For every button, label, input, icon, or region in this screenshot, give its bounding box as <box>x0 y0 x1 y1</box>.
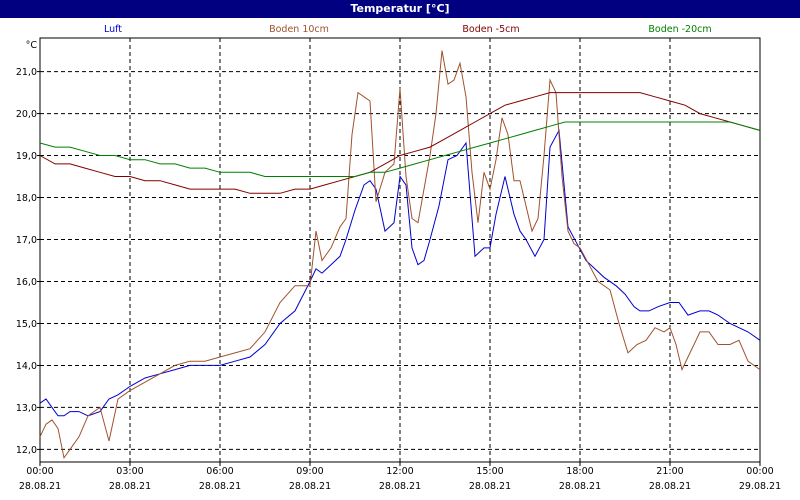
x-tick-date-label: 28.08.21 <box>649 481 691 492</box>
y-axis-unit-label: °C <box>26 40 38 51</box>
x-tick-time-label: 00:00 <box>26 466 53 477</box>
grid <box>40 38 760 462</box>
y-tick-label: 14,0 <box>16 361 37 372</box>
y-tick-label: 15,0 <box>16 319 37 330</box>
window-title: Temperatur [°C] <box>0 0 800 18</box>
axes: 12,0 13,0 14,0 15,0 16,0 17,0 18,0 19,0 20,0 21,0… <box>16 37 781 492</box>
legend-entry: Boden -20cm <box>648 24 711 35</box>
x-tick-date-label: 28.08.21 <box>109 481 151 492</box>
x-tick-time-label: 21:00 <box>656 466 683 477</box>
temperature-chart: 12,0 13,0 14,0 15,0 16,0 17,0 18,0 19,0 20,0 21,0… <box>16 24 781 492</box>
y-tick-label: 12,0 <box>16 445 37 456</box>
legend-entry: Boden -5cm <box>462 24 519 35</box>
y-tick-label: 20,0 <box>16 109 37 120</box>
x-tick-time-label: 06:00 <box>206 466 233 477</box>
y-tick-label: 18,0 <box>16 193 37 204</box>
x-tick-time-label: 12:00 <box>386 466 413 477</box>
x-tick-date-label: 29.08.21 <box>739 481 781 492</box>
x-tick-time-label: 09:00 <box>296 466 323 477</box>
x-tick-date-label: 28.08.21 <box>469 481 511 492</box>
series-line-luft <box>39 128 761 417</box>
x-tick-time-label: 18:00 <box>566 466 593 477</box>
y-tick-label: 16,0 <box>16 277 37 288</box>
x-tick-time-label: 03:00 <box>116 466 143 477</box>
y-tick-label: 19,0 <box>16 151 37 162</box>
legend-entry: Luft <box>104 24 122 35</box>
x-tick-date-label: 28.08.21 <box>289 481 331 492</box>
x-tick-date-label: 28.08.21 <box>379 481 421 492</box>
y-tick-label: 17,0 <box>16 235 37 246</box>
series-lines <box>39 50 761 460</box>
legend: Luft Boden 10cm Boden -5cm Boden -20cm <box>104 24 712 35</box>
x-tick-date-label: 28.08.21 <box>199 481 241 492</box>
x-tick-date-label: 28.08.21 <box>559 481 601 492</box>
series-line-boden-20cm <box>39 121 761 177</box>
series-line-boden-5cm <box>39 92 761 194</box>
y-tick-label: 21,0 <box>16 67 37 78</box>
y-tick-label: 13,0 <box>16 403 37 414</box>
legend-entry: Boden 10cm <box>269 24 329 35</box>
x-tick-time-label: 15:00 <box>476 466 503 477</box>
x-tick-time-label: 00:00 <box>746 466 773 477</box>
x-tick-date-label: 28.08.21 <box>19 481 61 492</box>
series-line-boden-10cm <box>39 50 761 460</box>
